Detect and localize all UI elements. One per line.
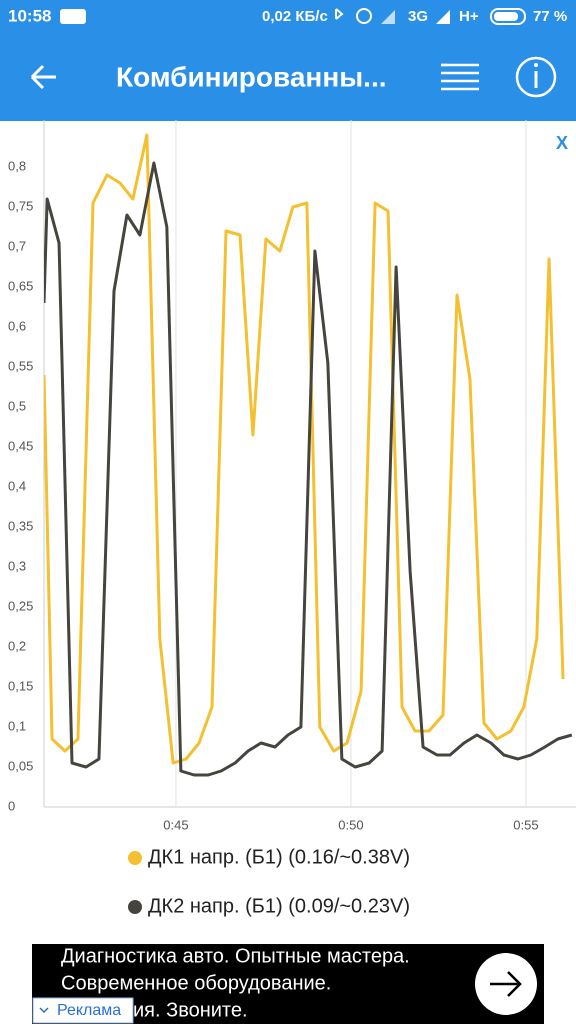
axis-labels: 0 0,05 0,1 0,15 0,2 0,25 0,3 0,35 0,4 0,45 0,5 0,55… [8,158,539,832]
y-tick-label: 0,75 [8,198,33,213]
y-tick-label: 0,2 [8,638,26,653]
status-icon [60,9,86,24]
series-line [44,161,573,777]
signal-icon [436,10,450,24]
y-tick-label: 0,15 [8,678,33,693]
x-tick-label: 0:50 [338,817,363,832]
back-button[interactable] [30,64,56,90]
app-bar [0,0,576,121]
status-speed: 0,02 КБ/с [262,8,328,25]
ad-line: Современное оборудование. [61,972,331,994]
close-button[interactable]: X [556,133,568,153]
plot-lines [44,133,573,777]
y-tick-label: 0,7 [8,238,26,253]
y-tick-label: 0,4 [8,478,26,493]
ad-badge[interactable] [32,997,134,1024]
x-tick-label: 0:55 [513,817,538,832]
toolbar-title: Комбинированны... [116,61,387,92]
legend-marker [128,900,142,914]
status-network2: H+ [459,8,479,25]
legend: ДК1 напр. (Б1) (0.16/~0.38V) ДК2 напр. (Б… [128,846,410,917]
ad-badge-chevron [39,1007,49,1014]
battery-icon [490,8,526,25]
y-tick-label: 0,45 [8,438,33,453]
ad-line: ия. Звоните. [133,999,248,1021]
bluetooth-icon [335,8,344,20]
y-tick-label: 0,6 [8,318,26,333]
y-tick-label: 0,25 [8,598,33,613]
status-network: 3G [408,8,428,25]
y-tick-label: 0,65 [8,278,33,293]
status-time: 10:58 [8,6,51,25]
alarm-icon [356,8,372,24]
legend-label: ДК1 напр. (Б1) (0.16/~0.38V) [148,846,410,868]
y-tick-label: 0,05 [8,758,33,773]
y-tick-label: 0,3 [8,558,26,573]
info-button[interactable] [515,56,557,98]
y-tick-label: 0,55 [8,358,33,373]
series-line [44,133,565,765]
status-battery: 77 % [533,8,567,25]
ad-text: Диагностика авто. Опытные мастера. Соврем… [61,945,410,1021]
y-tick-label: 0,1 [8,718,26,733]
legend-label: ДК2 напр. (Б1) (0.09/~0.23V) [148,895,410,917]
legend-marker [128,851,142,865]
ad-line: Диагностика авто. Опытные мастера. [61,945,410,967]
battery-level [494,12,518,21]
y-tick-label: 0 [8,798,15,813]
ad-badge-label: Реклама [57,1002,121,1019]
y-tick-label: 0,5 [8,398,26,413]
signal-icon [381,10,395,24]
ad-arrow [490,971,522,997]
list-button[interactable] [441,63,479,91]
x-tick-label: 0:45 [163,817,188,832]
y-tick-label: 0,35 [8,518,33,533]
y-tick-label: 0,8 [8,158,26,173]
